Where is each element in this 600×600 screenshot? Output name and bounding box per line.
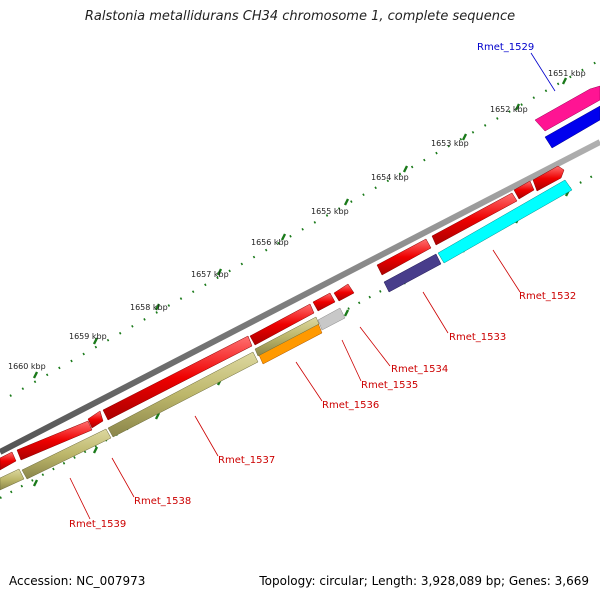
gene-rmet-1532-fwd[interactable] — [431, 192, 518, 246]
gene-rmet-1538[interactable] — [21, 428, 112, 480]
gene-rmet-1530[interactable] — [544, 105, 600, 149]
accession-text: Accession: NC_007973 — [9, 574, 146, 588]
major-ticks-outer — [32, 77, 568, 379]
label-rmet-1533[interactable]: Rmet_1533 — [449, 332, 506, 343]
reverse-genes — [0, 179, 573, 491]
label-rmet-1536[interactable]: Rmet_1536 — [322, 400, 379, 411]
gene-rmet-1536b[interactable] — [254, 316, 320, 357]
gene-rmet-1531b[interactable] — [513, 180, 535, 200]
leader-rmet-1537 — [194, 415, 219, 457]
gene-rmet-1538-fwd[interactable] — [87, 410, 104, 429]
label-rmet-1532[interactable]: Rmet_1532 — [519, 291, 576, 302]
map-title: Ralstonia metallidurans CH34 chromosome … — [84, 9, 516, 24]
gene-rmet-1533-fwd[interactable] — [376, 238, 432, 276]
label-rmet-1537[interactable]: Rmet_1537 — [218, 455, 275, 466]
kbp-label-1658: 1658 kbp — [130, 303, 168, 312]
kbp-label-1651: 1651 kbp — [548, 69, 586, 78]
gene-rmet-1533[interactable] — [383, 253, 442, 293]
leader-rmet-1538 — [111, 457, 135, 498]
gene-rmet-1539-fwd[interactable] — [16, 420, 93, 461]
gene-rmet-1536-fwd[interactable] — [249, 303, 315, 346]
chromosome-backbone — [0, 139, 600, 455]
kbp-label-1654: 1654 kbp — [371, 173, 409, 182]
kbp-label-1652: 1652 kbp — [490, 105, 528, 114]
kbp-label-1659: 1659 kbp — [69, 332, 107, 341]
leader-rmet-1533 — [422, 291, 449, 334]
gene-rmet-1537[interactable] — [107, 351, 259, 438]
gene-rmet-1535-fwd[interactable] — [312, 292, 336, 312]
label-rmet-1539[interactable]: Rmet_1539 — [69, 519, 126, 530]
leader-rmet-1535 — [341, 339, 362, 382]
gene-rmet-1534-fwd[interactable] — [333, 283, 355, 302]
gene-rmet-1532[interactable] — [437, 179, 573, 264]
leader-rmet-1534 — [359, 326, 391, 367]
gene-rmet-1540-fwd[interactable] — [0, 451, 17, 471]
kbp-label-1657: 1657 kbp — [191, 270, 229, 279]
outer-tick-row — [9, 59, 600, 397]
gene-rmet-1535[interactable] — [317, 307, 346, 331]
kbp-label-1656: 1656 kbp — [251, 238, 289, 247]
gene-rmet-1537-fwd[interactable] — [102, 335, 253, 421]
leader-lines — [69, 52, 556, 520]
leader-rmet-1532 — [492, 249, 521, 293]
label-rmet-1538[interactable]: Rmet_1538 — [134, 496, 191, 507]
leader-rmet-1536 — [295, 361, 323, 402]
kbp-label-1655: 1655 kbp — [311, 207, 349, 216]
topology-summary: Topology: circular; Length: 3,928,089 bp… — [259, 574, 589, 588]
leader-rmet-1539 — [69, 477, 91, 520]
label-rmet-1535[interactable]: Rmet_1535 — [361, 380, 418, 391]
leader-rmet-1529 — [530, 52, 556, 92]
kbp-label-1653: 1653 kbp — [431, 139, 469, 148]
label-rmet-1529[interactable]: Rmet_1529 — [477, 42, 534, 53]
gene-rmet-1539[interactable] — [0, 468, 25, 491]
forward-genes — [0, 85, 600, 471]
gene-rmet-1529[interactable] — [534, 85, 600, 132]
gene-rmet-1531a[interactable] — [532, 165, 565, 192]
kbp-label-1660: 1660 kbp — [8, 362, 46, 371]
label-rmet-1534[interactable]: Rmet_1534 — [391, 364, 448, 375]
